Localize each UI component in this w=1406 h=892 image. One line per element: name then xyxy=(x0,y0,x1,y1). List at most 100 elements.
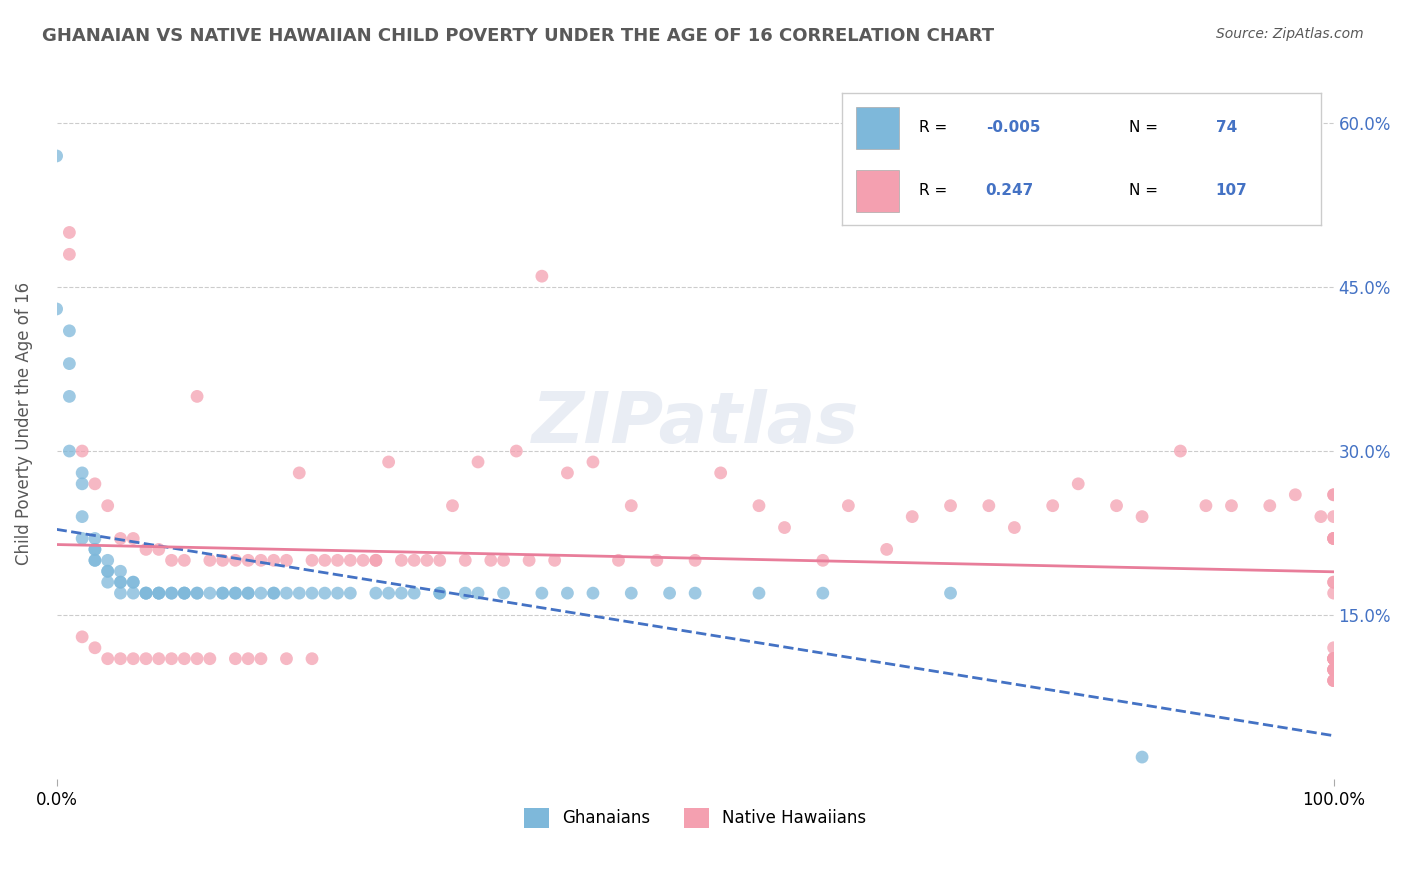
Legend: Ghanaians, Native Hawaiians: Ghanaians, Native Hawaiians xyxy=(517,801,873,835)
Point xyxy=(1323,640,1346,655)
Point xyxy=(148,586,170,600)
Point xyxy=(110,586,132,600)
Point xyxy=(1323,488,1346,502)
Point xyxy=(238,586,260,600)
Point xyxy=(1323,509,1346,524)
Point xyxy=(645,553,668,567)
Point xyxy=(314,586,336,600)
Point xyxy=(110,575,132,590)
Point xyxy=(404,553,426,567)
Point xyxy=(1258,499,1281,513)
Point xyxy=(1323,663,1346,677)
Point xyxy=(1323,651,1346,665)
Point xyxy=(1323,673,1346,688)
Point xyxy=(238,586,260,600)
Point xyxy=(517,553,540,567)
Point xyxy=(173,586,195,600)
Point xyxy=(1323,673,1346,688)
Point xyxy=(84,553,107,567)
Point xyxy=(84,640,107,655)
Point xyxy=(939,499,962,513)
Point xyxy=(97,553,120,567)
Point xyxy=(224,586,246,600)
Point xyxy=(84,542,107,557)
Point xyxy=(339,586,361,600)
Y-axis label: Child Poverty Under the Age of 16: Child Poverty Under the Age of 16 xyxy=(15,282,32,566)
Point xyxy=(224,651,246,665)
Point xyxy=(1323,663,1346,677)
Point xyxy=(135,651,157,665)
Point xyxy=(84,532,107,546)
Point xyxy=(939,586,962,600)
Point xyxy=(84,476,107,491)
Point xyxy=(339,553,361,567)
Point xyxy=(276,651,298,665)
Point xyxy=(160,553,183,567)
Point xyxy=(505,444,527,458)
Point xyxy=(97,564,120,578)
Point xyxy=(811,553,834,567)
Point xyxy=(1284,488,1306,502)
Point xyxy=(135,586,157,600)
Point xyxy=(186,586,208,600)
Point xyxy=(122,575,145,590)
Point xyxy=(429,553,451,567)
Point xyxy=(1042,499,1064,513)
Point xyxy=(1105,499,1128,513)
Point xyxy=(173,553,195,567)
Point xyxy=(276,553,298,567)
Point xyxy=(1323,663,1346,677)
Point xyxy=(263,586,285,600)
Point xyxy=(1323,532,1346,546)
Point xyxy=(45,149,67,163)
Point xyxy=(467,586,489,600)
Point xyxy=(288,586,311,600)
Point xyxy=(1130,750,1153,764)
Point xyxy=(224,553,246,567)
Point xyxy=(1323,651,1346,665)
Point xyxy=(1323,488,1346,502)
Point xyxy=(263,586,285,600)
Point xyxy=(58,247,80,261)
Point xyxy=(416,553,439,567)
Point xyxy=(748,586,770,600)
Point xyxy=(198,651,221,665)
Text: ZIPatlas: ZIPatlas xyxy=(531,389,859,458)
Point xyxy=(710,466,733,480)
Point xyxy=(582,455,605,469)
Point xyxy=(429,586,451,600)
Point xyxy=(1323,532,1346,546)
Point xyxy=(238,553,260,567)
Point xyxy=(1323,575,1346,590)
Point xyxy=(1323,651,1346,665)
Point xyxy=(70,509,93,524)
Point xyxy=(301,651,323,665)
Point xyxy=(70,532,93,546)
Point xyxy=(1002,520,1025,534)
Point xyxy=(250,586,273,600)
Point xyxy=(1323,651,1346,665)
Point xyxy=(135,586,157,600)
Point xyxy=(1067,476,1090,491)
Point xyxy=(811,586,834,600)
Point xyxy=(314,553,336,567)
Point xyxy=(148,586,170,600)
Point xyxy=(224,586,246,600)
Point xyxy=(186,651,208,665)
Point xyxy=(58,324,80,338)
Point xyxy=(326,586,349,600)
Point xyxy=(186,389,208,403)
Point xyxy=(148,542,170,557)
Point xyxy=(364,553,387,567)
Point xyxy=(122,532,145,546)
Point xyxy=(122,575,145,590)
Text: Source: ZipAtlas.com: Source: ZipAtlas.com xyxy=(1216,27,1364,41)
Point xyxy=(1220,499,1243,513)
Point xyxy=(557,586,579,600)
Point xyxy=(263,553,285,567)
Point xyxy=(620,586,643,600)
Point xyxy=(160,586,183,600)
Point xyxy=(429,586,451,600)
Point xyxy=(1323,673,1346,688)
Point xyxy=(1170,444,1192,458)
